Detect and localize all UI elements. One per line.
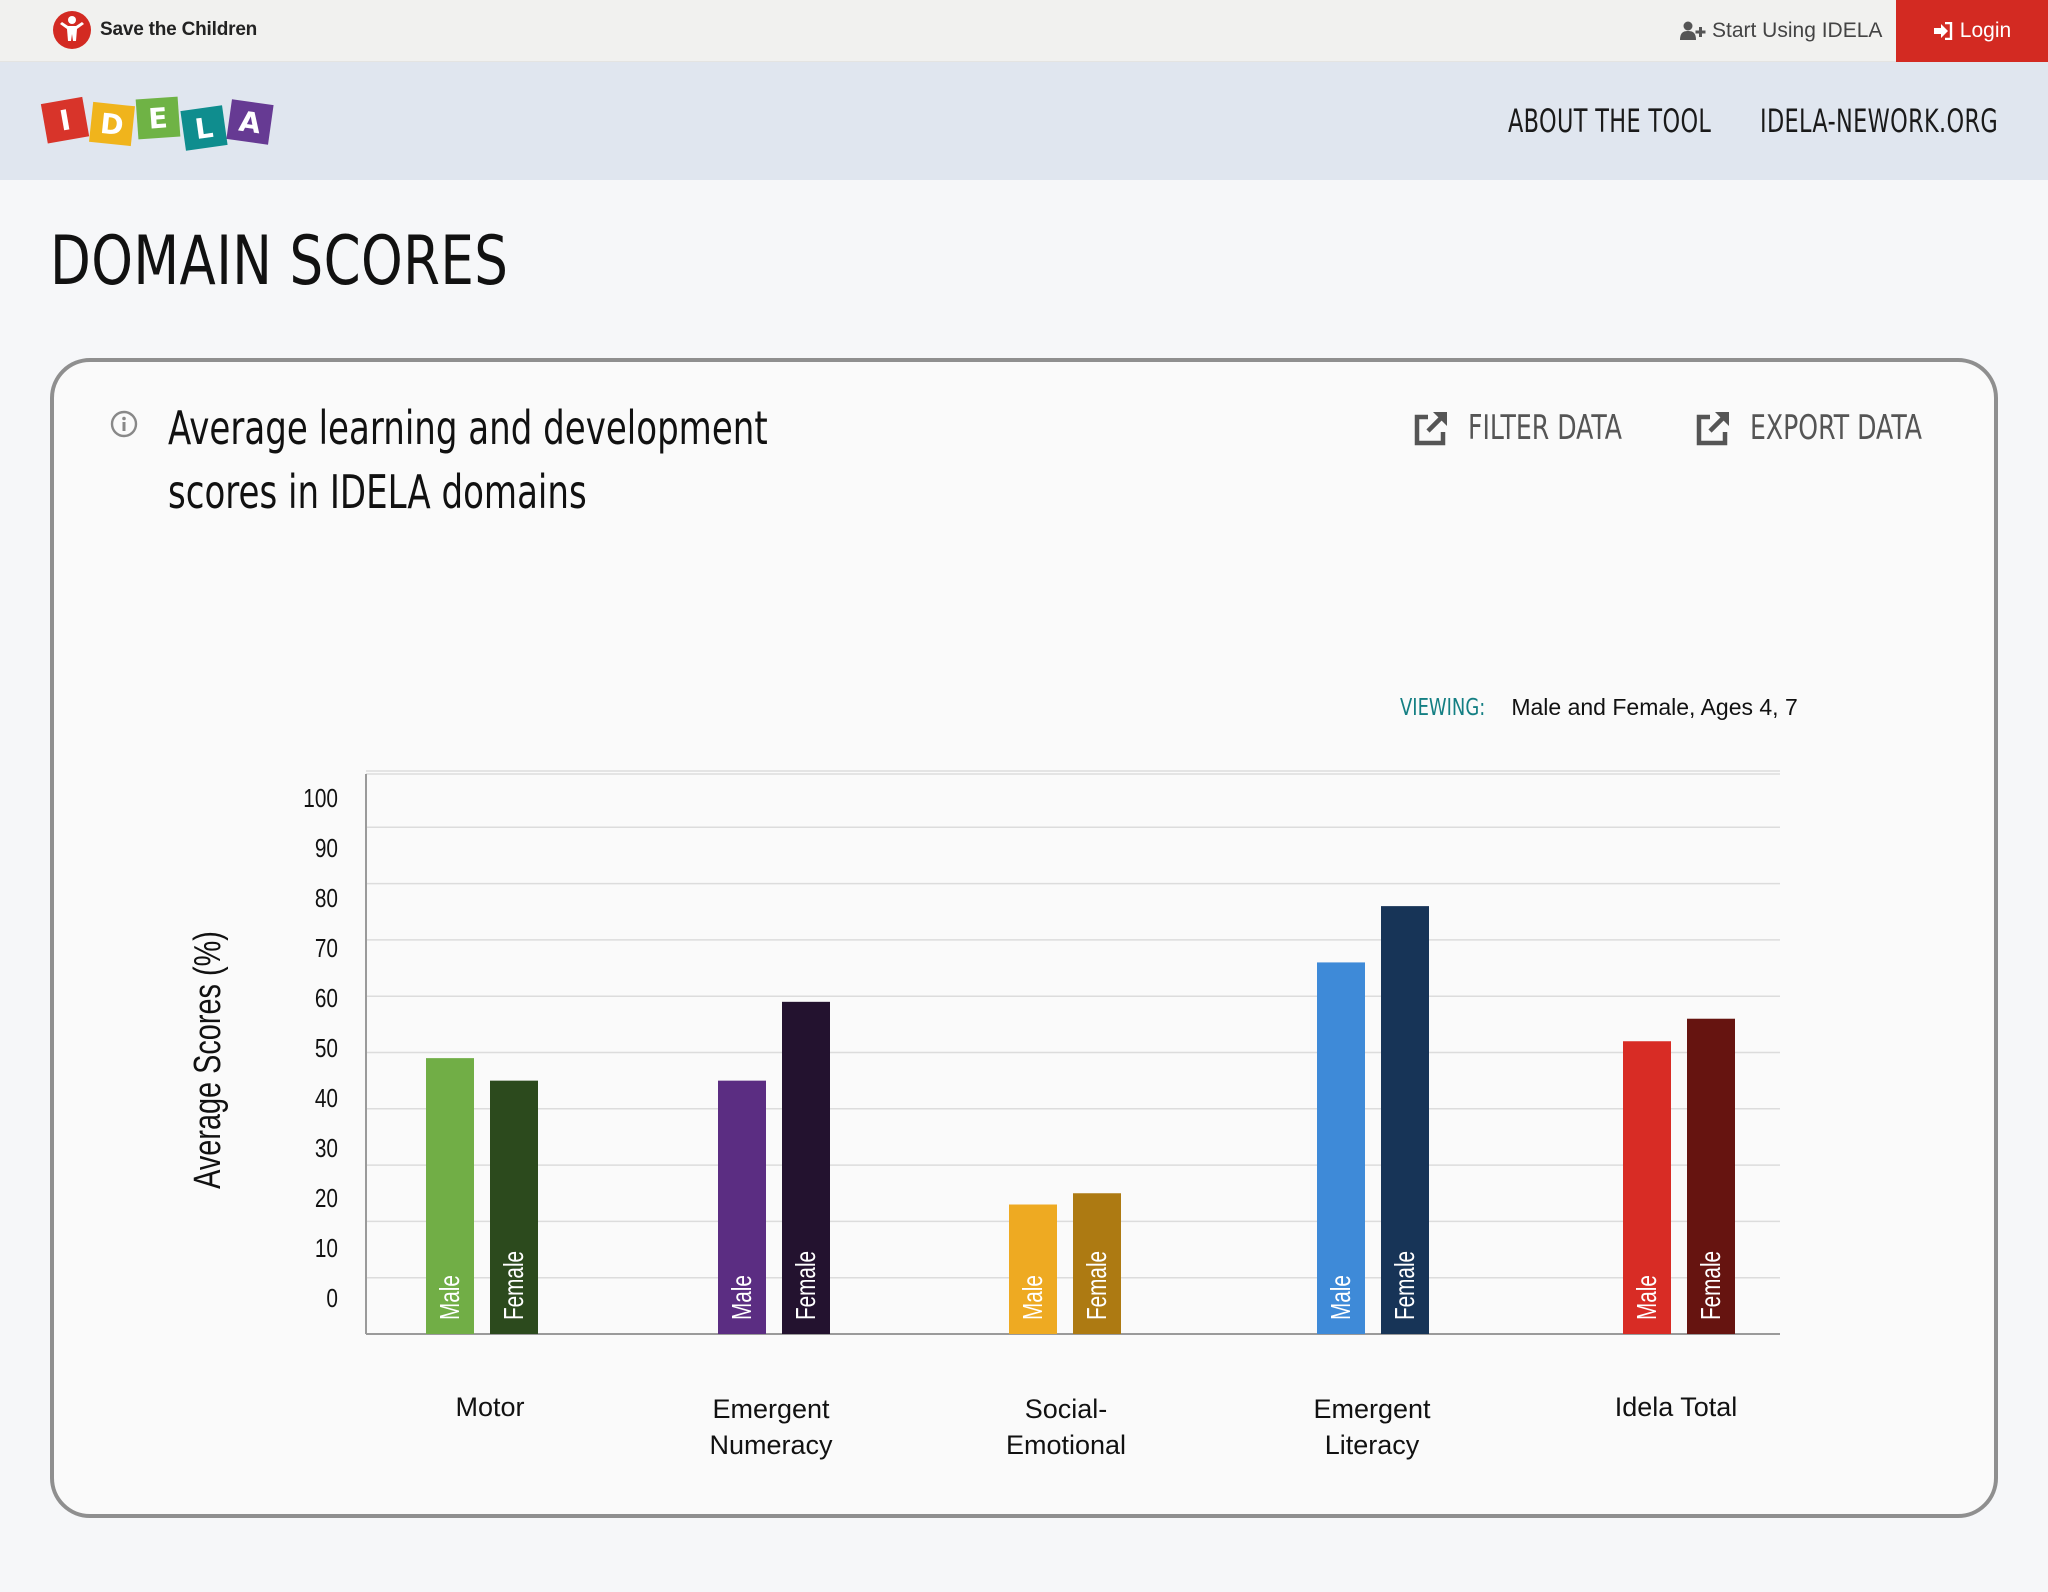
bar-female bbox=[782, 1001, 830, 1334]
x-category-label: Motor bbox=[455, 1392, 524, 1422]
y-tick-label: 60 bbox=[315, 984, 338, 1013]
bar-series-label: Male bbox=[727, 1275, 758, 1320]
x-category-label: Emergent bbox=[712, 1394, 830, 1424]
y-tick-label: 100 bbox=[303, 784, 338, 813]
save-the-children-emblem-icon bbox=[53, 11, 91, 49]
user-plus-icon bbox=[1680, 21, 1706, 40]
nav-about-the-tool[interactable]: ABOUT THE TOOL bbox=[1508, 102, 1712, 140]
x-category-label: Literacy bbox=[1325, 1430, 1420, 1460]
bar-male bbox=[1009, 1204, 1057, 1334]
bar-series-label: Female bbox=[1696, 1251, 1727, 1320]
x-category-label: Emergent bbox=[1313, 1394, 1431, 1424]
x-category-label: Social- bbox=[1025, 1394, 1108, 1424]
main-navigation: I D E L A bbox=[0, 62, 2048, 180]
bar-series-label: Male bbox=[435, 1275, 466, 1320]
bar-series-label: Female bbox=[791, 1251, 822, 1320]
filter-data-label: FILTER DATA bbox=[1468, 408, 1623, 448]
bar-series-label: Female bbox=[1390, 1251, 1421, 1320]
top-utility-bar: Save the Children Start Using IDELA Logi… bbox=[0, 0, 2048, 62]
sign-in-icon bbox=[1933, 22, 1952, 40]
export-data-button[interactable]: EXPORT DATA bbox=[1694, 406, 1982, 450]
y-tick-label: 70 bbox=[315, 934, 338, 963]
bar-female bbox=[490, 1080, 538, 1334]
bar-male bbox=[718, 1080, 766, 1334]
nav-idela-network[interactable]: IDELA-NEWORK.ORG bbox=[1760, 102, 1999, 140]
start-using-idela-label: Start Using IDELA bbox=[1712, 19, 1883, 42]
y-tick-label: 50 bbox=[315, 1034, 338, 1063]
logo-letter: D bbox=[99, 107, 126, 142]
chart-title-line: scores in IDELA domains bbox=[168, 465, 587, 519]
bar-male bbox=[1317, 962, 1365, 1334]
bar-female bbox=[1687, 1018, 1735, 1334]
x-category-label: Emotional bbox=[1006, 1430, 1126, 1460]
y-tick-label: 0 bbox=[326, 1284, 338, 1313]
domain-scores-bar-chart: 0 10 20 30 40 50 60 70 80 90 100 Average Scores (%)… bbox=[186, 770, 1780, 1460]
y-tick-label: 90 bbox=[315, 834, 338, 863]
bar-female bbox=[1381, 906, 1429, 1334]
y-axis-title: Average Scores (%) bbox=[186, 931, 229, 1189]
bar-series-label: Male bbox=[1018, 1275, 1049, 1320]
bar-series-label: Male bbox=[1632, 1275, 1663, 1320]
x-category-label: Numeracy bbox=[709, 1430, 833, 1460]
org-name: Save the Children bbox=[100, 19, 258, 40]
start-using-idela-link[interactable]: Start Using IDELA bbox=[1680, 16, 1882, 46]
bar-male bbox=[1623, 1041, 1671, 1334]
domain-scores-card: Average learning and development scores … bbox=[50, 358, 1998, 1518]
viewing-filter-summary: VIEWING: Male and Female, Ages 4, 7 bbox=[1400, 694, 1798, 721]
logo-letter: L bbox=[193, 111, 215, 146]
bar-male bbox=[426, 1058, 474, 1334]
page-title: DOMAIN SCORES bbox=[50, 222, 509, 301]
viewing-label: VIEWING: bbox=[1400, 695, 1486, 721]
logo-letter: A bbox=[237, 105, 263, 141]
external-link-icon bbox=[1414, 412, 1447, 446]
export-data-label: EXPORT DATA bbox=[1750, 408, 1922, 448]
chart-title: Average learning and development scores … bbox=[168, 396, 768, 524]
save-the-children-logo[interactable]: Save the Children bbox=[52, 8, 257, 52]
external-link-icon bbox=[1696, 412, 1729, 446]
viewing-value: Male and Female, Ages 4, 7 bbox=[1511, 694, 1798, 720]
logo-letter: E bbox=[147, 101, 168, 135]
filter-data-button[interactable]: FILTER DATA bbox=[1412, 406, 1676, 450]
x-category-label: Idela Total bbox=[1615, 1392, 1738, 1422]
y-tick-label: 10 bbox=[315, 1234, 338, 1263]
bar-series-label: Female bbox=[1082, 1251, 1113, 1320]
y-tick-label: 80 bbox=[315, 884, 338, 913]
bar-female bbox=[1073, 1193, 1121, 1334]
login-label: Login bbox=[1959, 19, 2012, 42]
y-tick-label: 40 bbox=[315, 1084, 338, 1113]
login-button[interactable]: Login bbox=[1896, 0, 2048, 62]
info-icon[interactable] bbox=[110, 410, 138, 438]
idela-logo[interactable]: I D E L A bbox=[40, 88, 276, 154]
bar-series-label: Male bbox=[1326, 1275, 1357, 1320]
y-tick-label: 20 bbox=[315, 1184, 338, 1213]
chart-title-line: Average learning and development bbox=[168, 401, 768, 455]
bar-series-label: Female bbox=[499, 1251, 530, 1320]
y-tick-label: 30 bbox=[315, 1134, 338, 1163]
